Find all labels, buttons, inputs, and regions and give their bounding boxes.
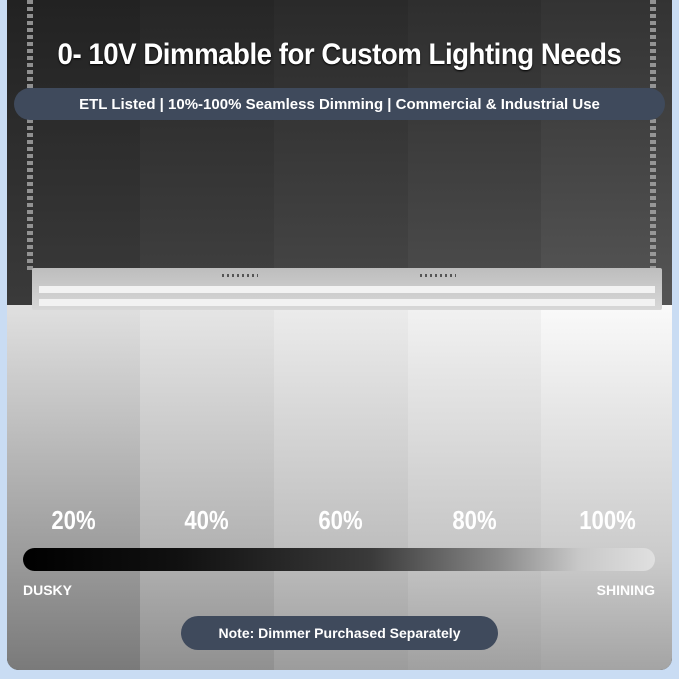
dimmer-note-banner: Note: Dimmer Purchased Separately bbox=[181, 616, 498, 650]
product-image-card: 0- 10V Dimmable for Custom Lighting Need… bbox=[7, 0, 672, 670]
brightness-column-40 bbox=[140, 0, 274, 670]
headline: 0- 10V Dimmable for Custom Lighting Need… bbox=[57, 38, 622, 71]
feature-banner: ETL Listed | 10%-100% Seamless Dimming |… bbox=[14, 88, 665, 120]
level-label: 80% bbox=[452, 505, 497, 535]
brightness-column-60 bbox=[274, 0, 408, 670]
level-label: 60% bbox=[318, 505, 363, 535]
chain-left bbox=[27, 0, 33, 270]
brightness-gradient-bar bbox=[23, 548, 655, 571]
brightness-column-80 bbox=[408, 0, 541, 670]
dusky-label: DUSKY bbox=[23, 582, 73, 598]
chain-right bbox=[650, 0, 656, 270]
level-label: 40% bbox=[184, 505, 229, 535]
level-label: 20% bbox=[51, 505, 96, 535]
shining-label: SHINING bbox=[596, 582, 655, 598]
level-label: 100% bbox=[579, 505, 636, 535]
led-shop-light bbox=[32, 268, 662, 310]
